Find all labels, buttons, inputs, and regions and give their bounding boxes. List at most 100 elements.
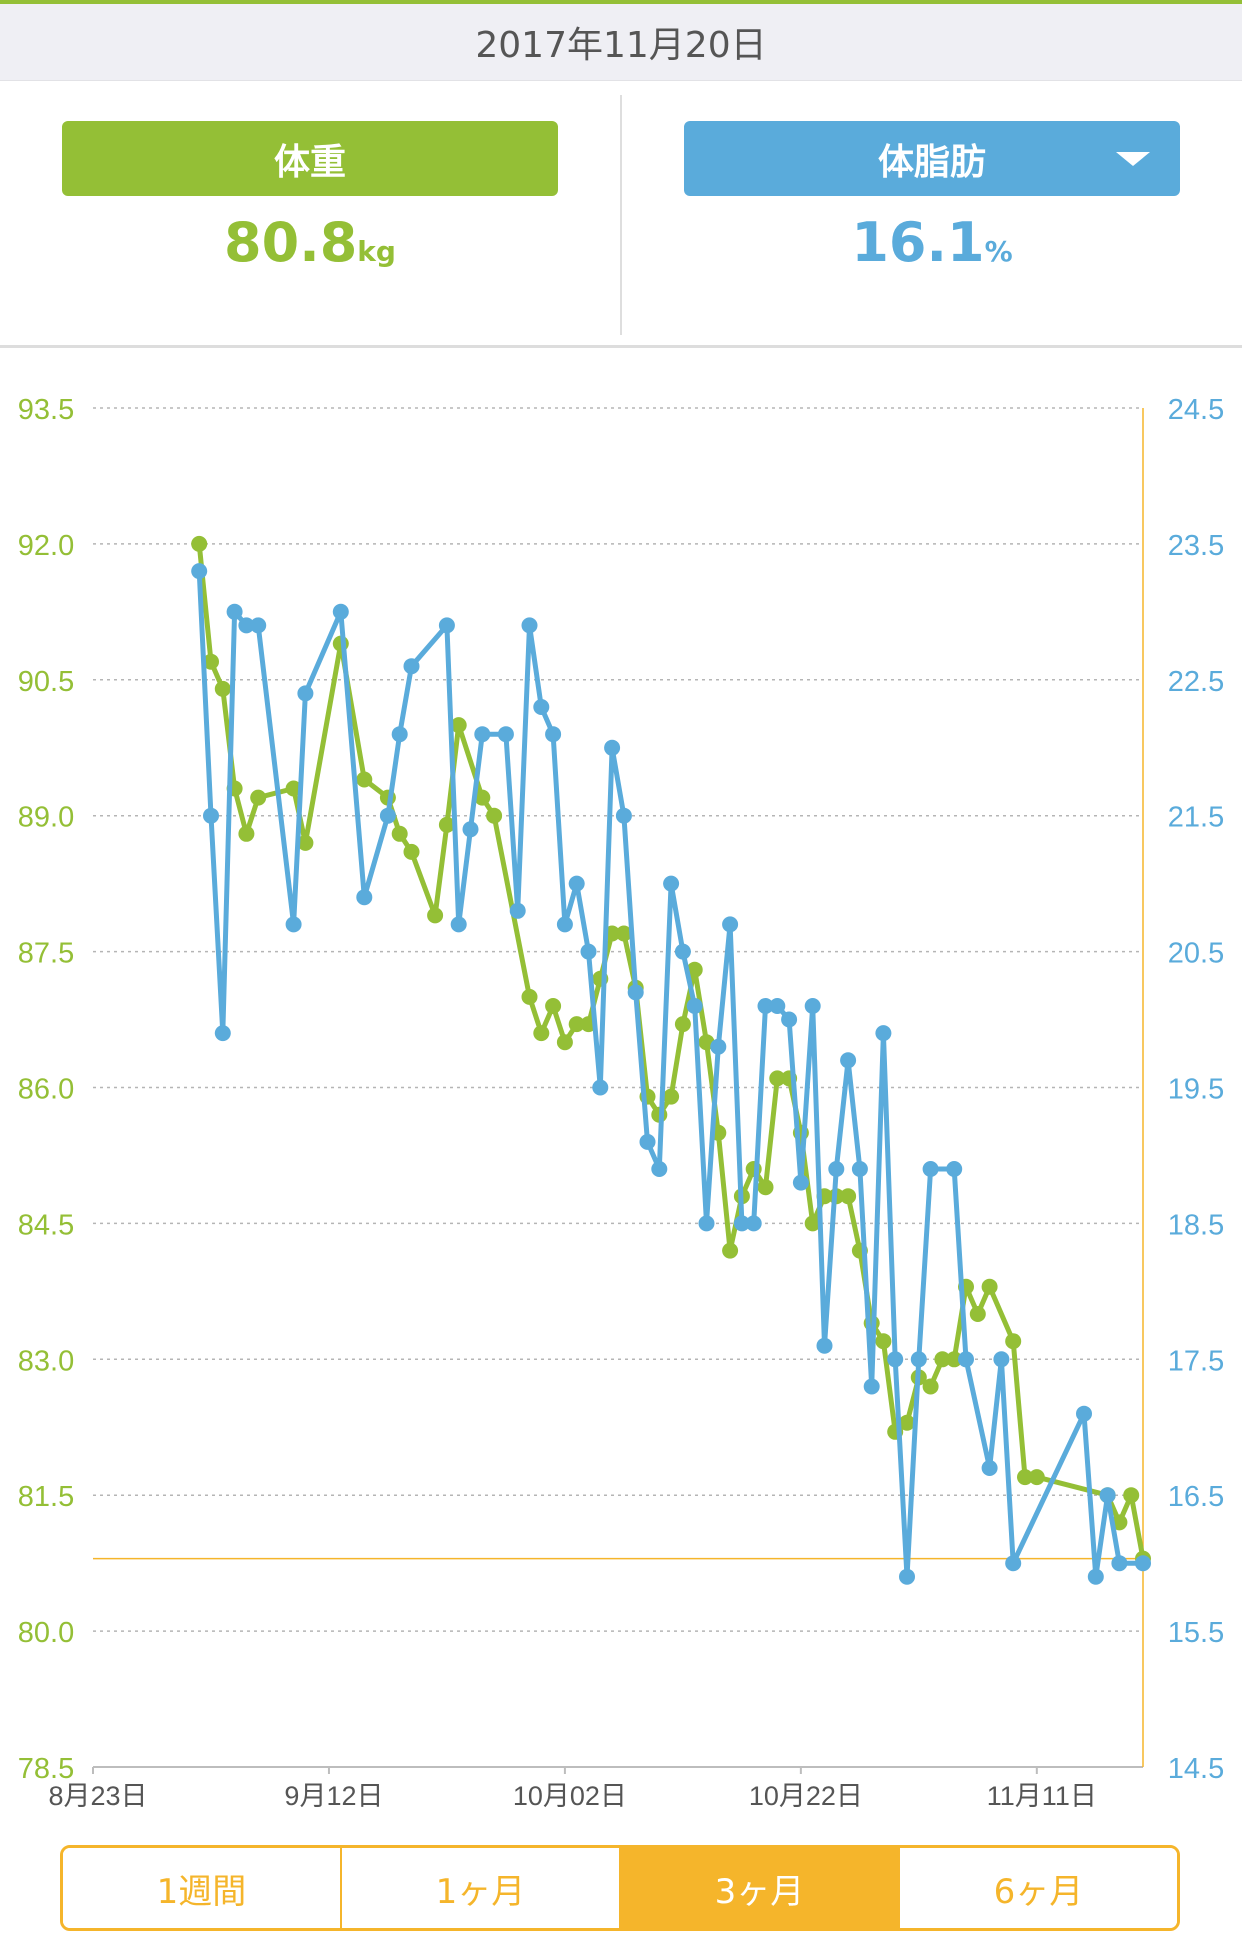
y-right-tick-label: 18.5 bbox=[1168, 1209, 1224, 1241]
body-fat-point bbox=[745, 1215, 762, 1232]
weight-point bbox=[521, 988, 538, 1005]
y-left-tick-label: 86.0 bbox=[18, 1074, 74, 1106]
body-fat-summary: 体脂肪 16.1% bbox=[622, 81, 1242, 345]
tab-1-month[interactable]: 1ヶ月 bbox=[342, 1848, 621, 1928]
y-right-tick-label: 15.5 bbox=[1168, 1617, 1224, 1649]
weight-point bbox=[1123, 1487, 1140, 1504]
body-fat-point bbox=[993, 1351, 1010, 1368]
body-fat-point bbox=[946, 1161, 963, 1177]
weight-point bbox=[1028, 1469, 1045, 1486]
body-fat-point bbox=[769, 998, 786, 1014]
body-fat-point bbox=[545, 726, 562, 743]
body-fat-point bbox=[851, 1161, 868, 1177]
summary-divider bbox=[620, 95, 622, 335]
body-fat-point bbox=[686, 998, 703, 1014]
body-fat-reading: 16.1% bbox=[622, 211, 1242, 274]
summary-panel: 体重 80.8kg 体脂肪 16.1% bbox=[0, 81, 1242, 348]
body-fat-point bbox=[403, 658, 420, 675]
body-fat-point bbox=[356, 889, 373, 906]
body-fat-label: 体脂肪 bbox=[877, 141, 986, 183]
y-left-tick-label: 78.5 bbox=[18, 1753, 74, 1785]
weight-point bbox=[285, 780, 302, 797]
body-fat-point bbox=[863, 1378, 880, 1395]
body-fat-point bbox=[497, 726, 514, 743]
chevron-down-icon bbox=[1116, 152, 1150, 166]
weight-point bbox=[486, 807, 503, 824]
y-right-tick-label: 24.5 bbox=[1168, 394, 1224, 426]
weight-point bbox=[946, 1351, 963, 1368]
body-fat-value: 16.1 bbox=[851, 211, 985, 274]
body-fat-point bbox=[1099, 1487, 1116, 1504]
y-right-tick-label: 17.5 bbox=[1168, 1345, 1224, 1377]
range-tabs: 1週間 1ヶ月 3ヶ月 6ヶ月 bbox=[60, 1845, 1180, 1931]
weight-unit: kg bbox=[357, 235, 396, 268]
y-left-tick-label: 87.5 bbox=[18, 938, 74, 970]
body-fat-dropdown[interactable]: 体脂肪 bbox=[684, 121, 1180, 196]
body-fat-point bbox=[922, 1161, 939, 1177]
body-fat-point bbox=[981, 1460, 998, 1476]
y-right-tick-label: 16.5 bbox=[1168, 1481, 1224, 1513]
body-fat-point bbox=[533, 699, 550, 715]
x-tick-label: 8月23日 bbox=[48, 1781, 147, 1811]
body-fat-point bbox=[391, 726, 408, 743]
weight-body-fat-chart: 93.5 24.5 92.0 23.5 90.5 22.5 89.0 21.5 87.5 20.5… bbox=[18, 394, 1224, 1811]
body-fat-point bbox=[875, 1025, 892, 1042]
y-right-tick-label: 21.5 bbox=[1168, 802, 1224, 834]
y-left-tick-label: 81.5 bbox=[18, 1481, 74, 1513]
weight-point bbox=[981, 1278, 998, 1295]
body-fat-point bbox=[1087, 1568, 1104, 1585]
body-fat-point bbox=[297, 685, 314, 702]
body-fat-point bbox=[710, 1038, 727, 1055]
body-fat-point bbox=[450, 916, 467, 933]
body-fat-point bbox=[580, 943, 597, 960]
weight-point bbox=[686, 961, 703, 978]
body-fat-point bbox=[899, 1568, 915, 1585]
tab-label: 1ヶ月 bbox=[435, 1871, 526, 1912]
body-fat-point bbox=[1076, 1405, 1092, 1422]
weight-line bbox=[196, 541, 1146, 1562]
current-date: 2017年11月20日 bbox=[475, 25, 767, 66]
weight-point bbox=[403, 843, 420, 860]
weight-point bbox=[474, 789, 491, 806]
body-fat-unit: % bbox=[984, 235, 1013, 268]
body-fat-point bbox=[828, 1161, 845, 1177]
body-fat-point bbox=[238, 617, 255, 634]
y-right-tick-label: 23.5 bbox=[1168, 530, 1224, 562]
y-right-tick-label: 14.5 bbox=[1168, 1753, 1224, 1785]
body-fat-point bbox=[804, 998, 821, 1014]
tab-6-months[interactable]: 6ヶ月 bbox=[900, 1848, 1177, 1928]
x-tick-label: 10月22日 bbox=[749, 1781, 863, 1811]
body-fat-point bbox=[1005, 1555, 1022, 1572]
body-fat-point bbox=[226, 603, 243, 620]
weight-point bbox=[769, 1070, 786, 1087]
body-fat-point bbox=[191, 563, 208, 580]
y-left-tick-label: 92.0 bbox=[18, 530, 74, 562]
weight-point bbox=[238, 825, 255, 842]
weight-point bbox=[840, 1188, 857, 1205]
y-left-tick-label: 90.5 bbox=[18, 666, 74, 698]
weight-button[interactable]: 体重 bbox=[62, 121, 558, 196]
weight-point bbox=[934, 1351, 951, 1368]
weight-point bbox=[663, 1088, 680, 1105]
weight-point bbox=[1017, 1469, 1033, 1486]
tab-1-week[interactable]: 1週間 bbox=[63, 1848, 342, 1928]
body-fat-point bbox=[285, 916, 302, 933]
body-fat-point bbox=[568, 875, 585, 892]
body-fat-point bbox=[722, 916, 739, 933]
y-left-tick-label: 93.5 bbox=[18, 394, 74, 426]
body-fat-point bbox=[887, 1351, 904, 1368]
body-fat-point bbox=[781, 1011, 798, 1028]
body-fat-point bbox=[438, 617, 455, 634]
body-fat-point bbox=[556, 916, 573, 933]
x-tick-label: 10月02日 bbox=[513, 1781, 627, 1811]
tab-3-months[interactable]: 3ヶ月 bbox=[621, 1848, 900, 1928]
body-fat-point bbox=[840, 1052, 857, 1069]
body-fat-point bbox=[332, 603, 349, 620]
weight-label: 体重 bbox=[273, 141, 346, 183]
weight-point bbox=[674, 1016, 691, 1033]
y-left-tick-label: 83.0 bbox=[18, 1345, 74, 1377]
body-fat-point bbox=[639, 1133, 656, 1150]
body-fat-point bbox=[604, 739, 621, 756]
weight-point bbox=[356, 771, 373, 788]
body-fat-point bbox=[674, 943, 691, 960]
